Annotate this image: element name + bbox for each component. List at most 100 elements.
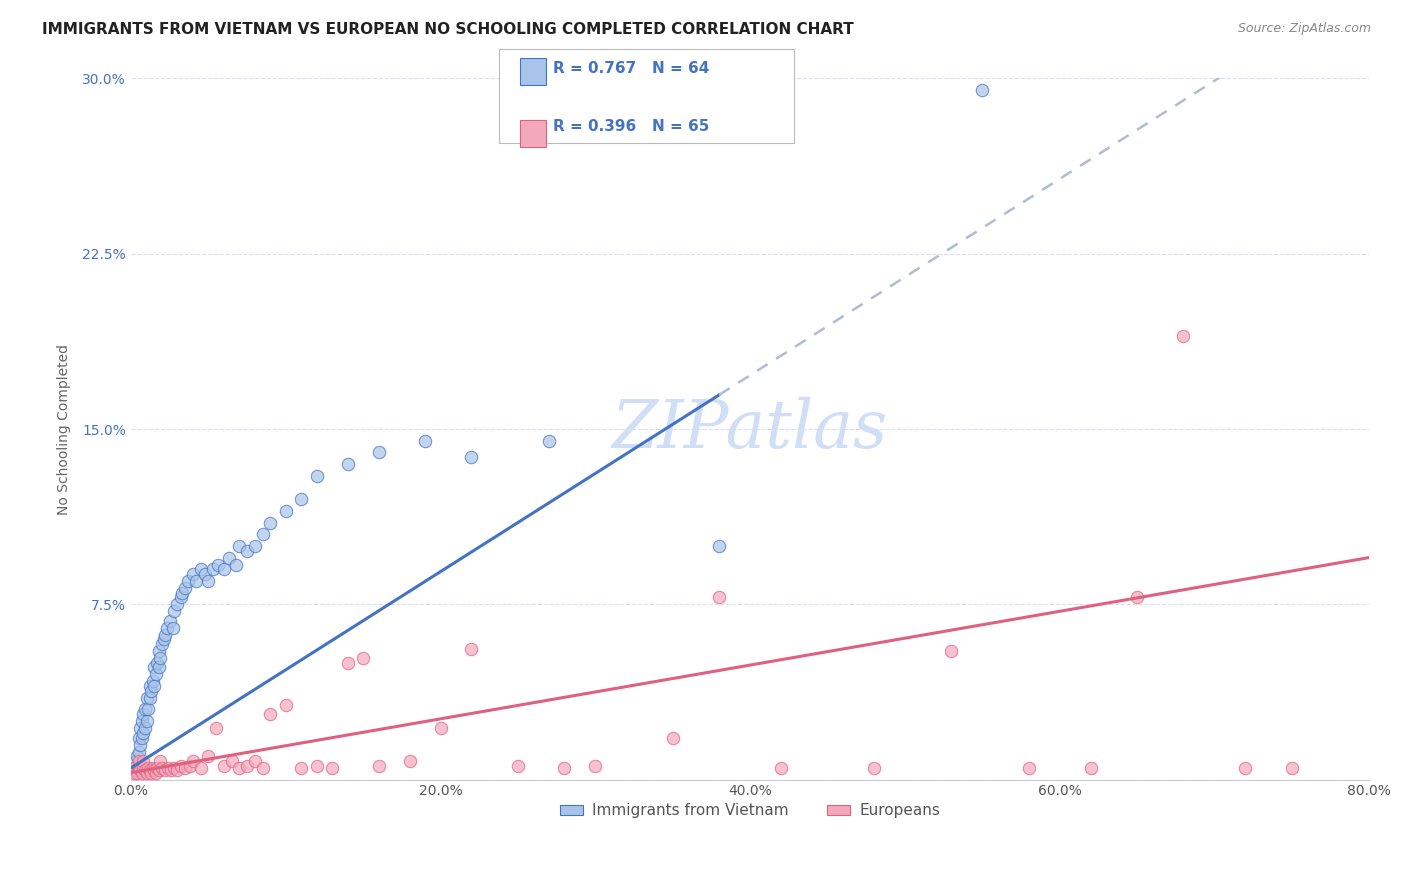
- Point: [129, 738, 152, 752]
- Point: [159, 614, 181, 628]
- Point: [138, 690, 160, 705]
- Point: [128, 761, 150, 775]
- Point: [124, 754, 146, 768]
- Point: [132, 726, 155, 740]
- Point: [146, 761, 169, 775]
- Text: ZIPatlas: ZIPatlas: [612, 396, 889, 462]
- Point: [131, 714, 153, 728]
- Point: [537, 434, 560, 448]
- Point: [146, 656, 169, 670]
- Point: [661, 731, 683, 745]
- Y-axis label: No Schooling Completed: No Schooling Completed: [58, 343, 72, 515]
- Point: [429, 721, 451, 735]
- Point: [145, 765, 167, 780]
- Point: [145, 667, 167, 681]
- Point: [141, 765, 163, 780]
- Point: [129, 721, 152, 735]
- Point: [212, 562, 235, 576]
- Point: [136, 702, 159, 716]
- Text: IMMIGRANTS FROM VIETNAM VS EUROPEAN NO SCHOOLING COMPLETED CORRELATION CHART: IMMIGRANTS FROM VIETNAM VS EUROPEAN NO S…: [42, 22, 853, 37]
- Point: [163, 761, 186, 775]
- Point: [184, 574, 207, 588]
- Point: [122, 765, 145, 780]
- Text: R = 0.767   N = 64: R = 0.767 N = 64: [553, 62, 709, 76]
- Point: [218, 550, 240, 565]
- Point: [207, 558, 229, 572]
- Point: [197, 749, 219, 764]
- Point: [367, 758, 389, 772]
- Point: [142, 761, 165, 775]
- Point: [228, 761, 250, 775]
- Point: [1173, 328, 1195, 343]
- Point: [228, 539, 250, 553]
- Point: [132, 707, 155, 722]
- Point: [225, 558, 247, 572]
- Point: [236, 543, 259, 558]
- Point: [127, 749, 149, 764]
- Point: [194, 566, 217, 581]
- Point: [212, 758, 235, 772]
- Point: [135, 690, 157, 705]
- Point: [160, 764, 183, 778]
- Point: [153, 764, 176, 778]
- Point: [243, 754, 266, 768]
- Point: [181, 754, 204, 768]
- Point: [336, 457, 359, 471]
- Point: [274, 504, 297, 518]
- Point: [135, 765, 157, 780]
- Point: [1126, 591, 1149, 605]
- Point: [166, 764, 188, 778]
- Point: [174, 761, 197, 775]
- Point: [583, 758, 606, 772]
- Point: [205, 721, 228, 735]
- Legend: Immigrants from Vietnam, Europeans: Immigrants from Vietnam, Europeans: [554, 797, 946, 824]
- Point: [274, 698, 297, 712]
- Point: [367, 445, 389, 459]
- Point: [127, 765, 149, 780]
- Point: [769, 761, 792, 775]
- Point: [166, 597, 188, 611]
- Point: [138, 764, 160, 778]
- Point: [181, 566, 204, 581]
- Point: [336, 656, 359, 670]
- Point: [1080, 761, 1102, 775]
- Point: [132, 761, 155, 775]
- Point: [152, 632, 174, 647]
- Point: [128, 754, 150, 768]
- Point: [290, 492, 312, 507]
- Point: [172, 585, 194, 599]
- Point: [148, 660, 170, 674]
- Point: [157, 761, 180, 775]
- Point: [1018, 761, 1040, 775]
- Point: [156, 621, 179, 635]
- Point: [177, 574, 200, 588]
- Point: [972, 83, 994, 97]
- Point: [162, 621, 184, 635]
- Point: [707, 539, 730, 553]
- Point: [1234, 761, 1257, 775]
- Point: [142, 674, 165, 689]
- Point: [128, 731, 150, 745]
- Point: [305, 758, 328, 772]
- Point: [143, 764, 166, 778]
- Point: [243, 539, 266, 553]
- Point: [190, 562, 212, 576]
- Point: [197, 574, 219, 588]
- Point: [553, 761, 575, 775]
- Point: [128, 745, 150, 759]
- Text: R = 0.396   N = 65: R = 0.396 N = 65: [553, 120, 709, 134]
- Point: [143, 660, 166, 674]
- Point: [460, 641, 482, 656]
- Point: [236, 758, 259, 772]
- Point: [460, 450, 482, 464]
- Point: [252, 527, 274, 541]
- Point: [148, 644, 170, 658]
- Point: [136, 761, 159, 775]
- Point: [398, 754, 420, 768]
- Text: Source: ZipAtlas.com: Source: ZipAtlas.com: [1237, 22, 1371, 36]
- Point: [129, 764, 152, 778]
- Point: [150, 761, 173, 775]
- Point: [163, 604, 186, 618]
- Point: [153, 628, 176, 642]
- Point: [352, 651, 374, 665]
